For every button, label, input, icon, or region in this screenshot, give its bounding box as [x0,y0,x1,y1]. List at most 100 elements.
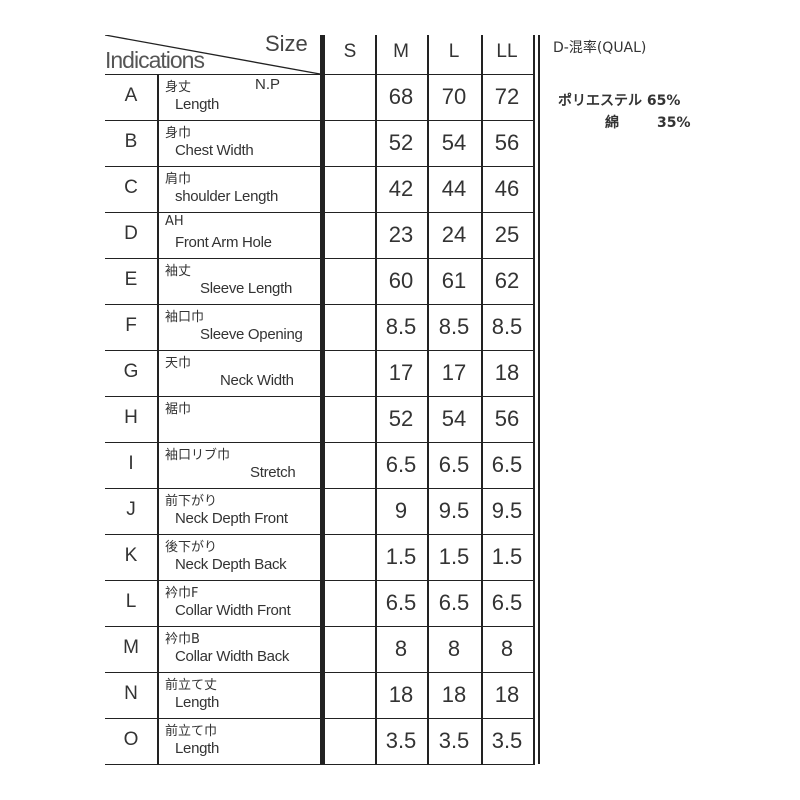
row-label-jp: 肩巾 [165,172,192,187]
row-letter: I [128,453,134,474]
row-label-jp: 袖丈 [165,264,192,279]
row-letter: K [124,545,138,566]
row-label-en: Length [175,694,220,711]
row-label-en: Stretch [250,464,296,481]
row-label-en: Neck Depth Front [175,510,288,527]
size-value: 8 [394,636,408,661]
row-letter: M [123,637,139,658]
header-diagonal-divider [105,35,321,74]
table-header: Indications Size S M L LL [105,31,535,75]
divider [481,35,483,764]
size-value: 6.5 [491,452,523,477]
row-letter: O [123,729,139,750]
row-label-en: Chest Width [175,142,254,159]
divider [533,35,535,764]
size-value: 6.5 [385,452,417,477]
size-value: 52 [388,130,414,155]
size-value: 54 [441,130,467,155]
row-note: N.P [255,76,281,93]
size-value: 8.5 [491,314,523,339]
size-value: 8.5 [438,314,470,339]
size-header-m: M [393,41,409,62]
row-letter: A [124,85,138,106]
size-value: 46 [494,176,520,201]
row-label-jp: 前立て丈 [165,678,218,693]
size-value: 42 [388,176,414,201]
size-value: 56 [494,406,520,431]
size-value: 60 [388,268,414,293]
row-letter: B [124,131,138,152]
row-label-jp: 前下がり [165,494,218,509]
size-label: Size [265,31,308,56]
row-label-en: Length [175,96,220,113]
size-value: 1.5 [438,544,470,569]
row-label-jp: 後下がり [165,540,218,555]
table-row: F 袖口巾 Sleeve Opening 8.5 8.5 8.5 [105,304,535,351]
row-label-jp: 身丈 [165,80,192,95]
size-value: 18 [441,682,467,707]
size-value: 6.5 [491,590,523,615]
table-row: M 衿巾B Collar Width Back 8 8 8 [105,626,535,673]
size-value: 18 [494,682,520,707]
size-value: 8.5 [385,314,417,339]
size-value: 54 [441,406,467,431]
row-label-en: shoulder Length [175,188,279,205]
table-row: N 前立て丈 Length 18 18 18 [105,672,535,719]
size-value: 25 [494,222,520,247]
divider [157,74,159,764]
size-value: 62 [494,268,520,293]
material-title: D-混率(QUAL) [553,40,647,56]
row-label-jp: 前立て巾 [165,724,218,739]
size-value: 1.5 [385,544,417,569]
size-value: 8 [500,636,514,661]
row-label-en: Collar Width Front [175,602,291,619]
row-letter: L [125,591,137,612]
size-value: 6.5 [385,590,417,615]
size-value: 56 [494,130,520,155]
size-value: 68 [388,84,414,109]
row-label-jp: 天巾 [165,356,192,371]
table-row: I 袖口リブ巾 Stretch 6.5 6.5 6.5 [105,442,535,489]
divider [427,35,429,764]
size-value: 9 [394,498,408,523]
row-letter: D [124,223,138,244]
row-label-jp: AH [165,214,184,229]
row-letter: F [125,315,137,336]
size-value: 52 [388,406,414,431]
row-label-en: Sleeve Opening [200,326,303,343]
size-value: 24 [441,222,467,247]
row-label-jp: 衿巾F [165,586,199,601]
size-value: 72 [494,84,520,109]
size-value: 3.5 [385,728,417,753]
size-value: 6.5 [438,590,470,615]
size-header-l: L [448,41,460,62]
size-value: 18 [494,360,520,385]
material-line: 綿 35% [605,115,691,131]
size-value: 61 [441,268,467,293]
size-value: 1.5 [491,544,523,569]
row-label-en: Front Arm Hole [175,234,272,251]
divider [538,35,540,764]
size-header-ll: LL [496,41,518,62]
table-row: O 前立て巾 Length 3.5 3.5 3.5 [105,718,535,765]
row-letter: H [124,407,138,428]
size-value: 3.5 [491,728,523,753]
size-value: 6.5 [438,452,470,477]
size-value: 9.5 [438,498,470,523]
row-label-jp: 裾巾 [165,402,192,417]
row-letter: J [126,499,136,520]
row-label-en: Neck Depth Back [175,556,287,573]
size-value: 3.5 [438,728,470,753]
row-letter: E [124,269,138,290]
row-label-en: Sleeve Length [200,280,293,297]
row-label-en: Collar Width Back [175,648,290,665]
row-label-jp: 身巾 [165,126,192,141]
row-letter: N [124,683,138,704]
size-value: 70 [441,84,467,109]
row-label-en: Length [175,740,220,757]
row-label-jp: 袖口リブ巾 [165,448,231,463]
indications-label: Indications [105,47,205,73]
row-label-jp: 袖口巾 [165,310,205,325]
size-value: 44 [441,176,467,201]
size-value: 8 [447,636,461,661]
